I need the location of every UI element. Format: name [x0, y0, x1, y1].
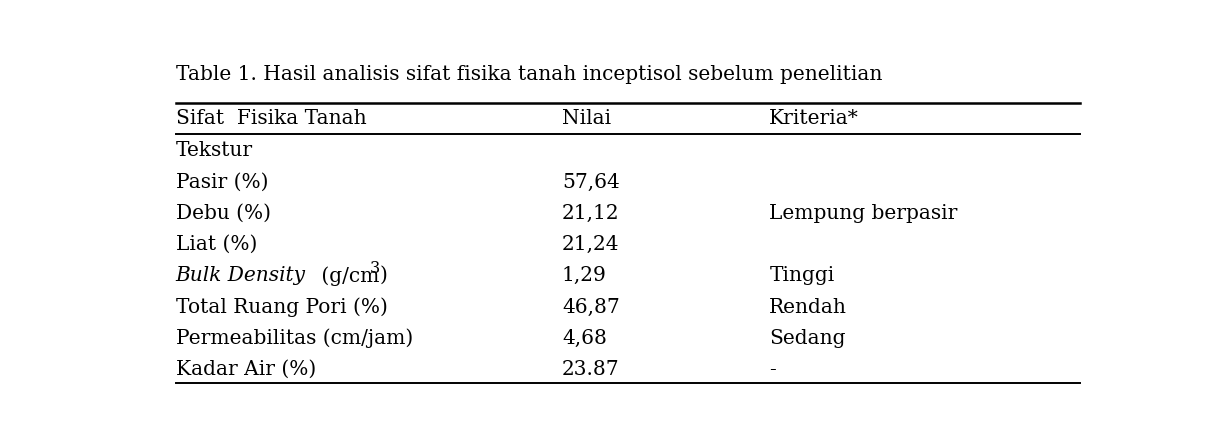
Text: Permeabilitas (cm/jam): Permeabilitas (cm/jam): [175, 329, 412, 348]
Text: ): ): [379, 266, 387, 285]
Text: Debu (%): Debu (%): [175, 204, 270, 223]
Text: Tinggi: Tinggi: [770, 266, 834, 285]
Text: Sedang: Sedang: [770, 329, 846, 348]
Text: Bulk Density: Bulk Density: [175, 266, 305, 285]
Text: (g/cm: (g/cm: [315, 266, 379, 285]
Text: Sifat  Fisika Tanah: Sifat Fisika Tanah: [175, 109, 366, 128]
Text: 1,29: 1,29: [562, 266, 607, 285]
Text: Tekstur: Tekstur: [175, 141, 253, 160]
Text: 46,87: 46,87: [562, 297, 620, 317]
Text: 21,12: 21,12: [562, 204, 620, 223]
Text: -: -: [770, 360, 776, 379]
Text: 21,24: 21,24: [562, 235, 619, 254]
Text: Rendah: Rendah: [770, 297, 848, 317]
Text: 4,68: 4,68: [562, 329, 607, 348]
Text: Table 1. Hasil analisis sifat fisika tanah inceptisol sebelum penelitian: Table 1. Hasil analisis sifat fisika tan…: [175, 65, 882, 84]
Text: 3: 3: [370, 260, 379, 277]
Text: Nilai: Nilai: [562, 109, 612, 128]
Text: 57,64: 57,64: [562, 172, 620, 191]
Text: 23.87: 23.87: [562, 360, 620, 379]
Text: Kadar Air (%): Kadar Air (%): [175, 360, 316, 379]
Text: Lempung berpasir: Lempung berpasir: [770, 204, 958, 223]
Text: Pasir (%): Pasir (%): [175, 172, 268, 191]
Text: Kriteria*: Kriteria*: [770, 109, 858, 128]
Text: Total Ruang Pori (%): Total Ruang Pori (%): [175, 297, 388, 317]
Text: Liat (%): Liat (%): [175, 235, 257, 254]
